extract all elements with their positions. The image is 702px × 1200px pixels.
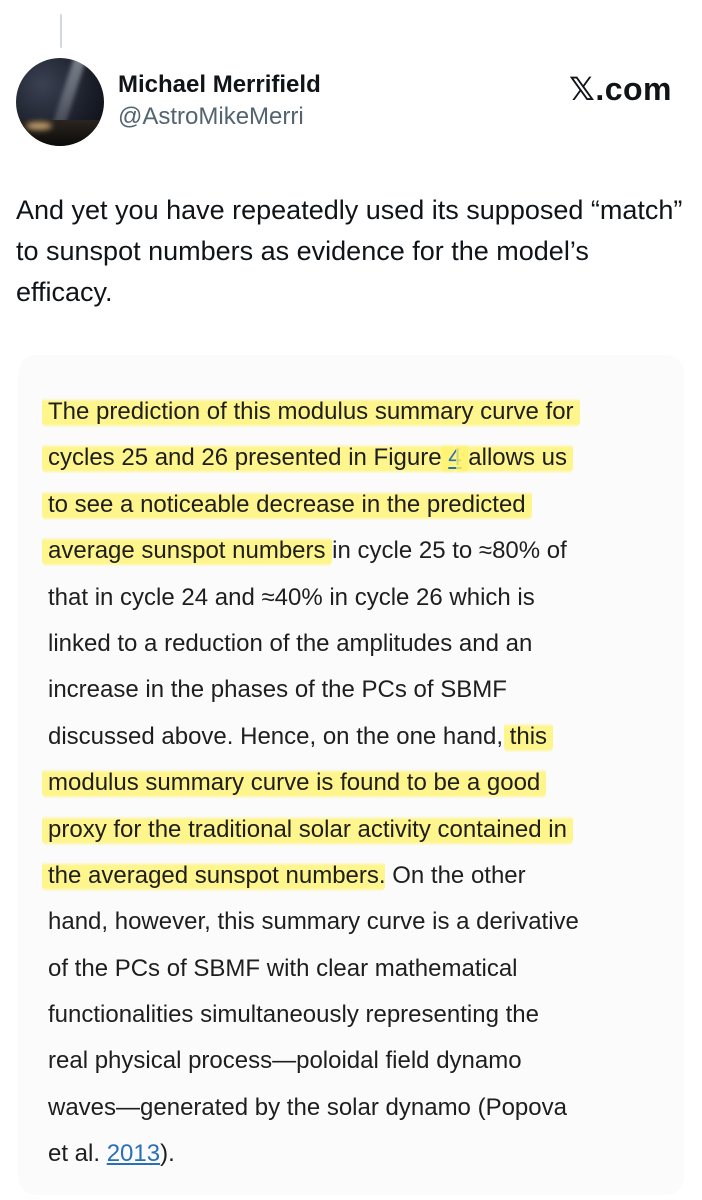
highlighted-text: average sunspot numbers — [42, 533, 332, 569]
highlighted-text: the averaged sunspot numbers — [42, 857, 385, 893]
paragraph-line: linked to a reduction of the amplitudes … — [48, 621, 688, 667]
quoted-paragraph: The prediction of this modulus summary c… — [42, 389, 688, 1178]
author-display-name[interactable]: Michael Merrifield — [118, 71, 321, 98]
post-text: And yet you have repeatedly used its sup… — [16, 195, 683, 307]
paragraph-text: in cycle 25 to ≈80% of — [325, 537, 567, 565]
paragraph-line: discussed above. Hence, on the one hand,… — [48, 714, 688, 760]
paragraph-line: the averaged sunspot numbers. On the oth… — [42, 853, 688, 899]
paragraph-line: of the PCs of SBMF with clear mathematic… — [48, 946, 688, 992]
paragraph-text: . On the other — [378, 861, 526, 889]
paragraph-line: waves—generated by the solar dynamo (Pop… — [48, 1085, 688, 1131]
paragraph-line: proxy for the traditional solar activity… — [42, 807, 688, 853]
highlighted-text: to see a noticeable decrease in the pred… — [42, 486, 532, 522]
x-com-logo: 𝕏.com — [569, 71, 672, 107]
paragraph-line: real physical process—poloidal field dyn… — [48, 1038, 688, 1084]
paragraph-text: linked to a reduction of the amplitudes … — [48, 629, 533, 657]
paragraph-line: that in cycle 24 and ≈40% in cycle 26 wh… — [48, 575, 688, 621]
paragraph-line: The prediction of this modulus summary c… — [42, 389, 688, 435]
thread-connector-line — [60, 14, 62, 48]
highlighted-text: proxy for the traditional solar activity… — [42, 811, 573, 847]
paragraph-text: real physical process—poloidal field dyn… — [48, 1047, 522, 1075]
paragraph-line: functionalities simultaneously represent… — [48, 992, 688, 1038]
paragraph-text: hand, however, this summary curve is a d… — [48, 908, 579, 936]
paragraph-text: et al. — [48, 1140, 107, 1168]
paragraph-text: of the PCs of SBMF with clear mathematic… — [48, 954, 518, 982]
paragraph-text: waves—generated by the solar dynamo (Pop… — [48, 1093, 567, 1121]
paragraph-line: modulus summary curve is found to be a g… — [42, 760, 688, 806]
paragraph-text: that in cycle 24 and ≈40% in cycle 26 wh… — [48, 583, 535, 611]
paragraph-line: et al. 2013). — [48, 1131, 688, 1177]
paragraph-line: cycles 25 and 26 presented in Figure 4 a… — [42, 435, 688, 481]
paragraph-text: discussed above. Hence, on the one hand, — [48, 722, 510, 750]
paragraph-line: increase in the phases of the PCs of SBM… — [48, 667, 688, 713]
highlighted-text: allows us — [455, 440, 573, 476]
highlighted-text: modulus summary curve is found to be a g… — [42, 765, 547, 801]
author-handle[interactable]: @AstroMikeMerri — [118, 103, 304, 130]
paragraph-text: functionalities simultaneously represent… — [48, 1001, 539, 1029]
paragraph-text: increase in the phases of the PCs of SBM… — [48, 676, 507, 704]
reference-link[interactable]: 2013 — [106, 1140, 161, 1168]
highlighted-text: cycles 25 and 26 presented in Figure — [42, 440, 455, 476]
highlighted-text: The prediction of this modulus summary c… — [42, 394, 580, 429]
avatar-light-glow — [26, 122, 52, 130]
paragraph-text: ). — [160, 1140, 175, 1168]
highlighted-text: this — [503, 718, 554, 754]
paragraph-line: average sunspot numbers in cycle 25 to ≈… — [42, 528, 688, 574]
paragraph-line: to see a noticeable decrease in the pred… — [42, 482, 688, 528]
avatar[interactable] — [16, 58, 104, 146]
author-block: Michael Merrifield @AstroMikeMerri — [118, 70, 321, 132]
paragraph-line: hand, however, this summary curve is a d… — [48, 899, 688, 945]
